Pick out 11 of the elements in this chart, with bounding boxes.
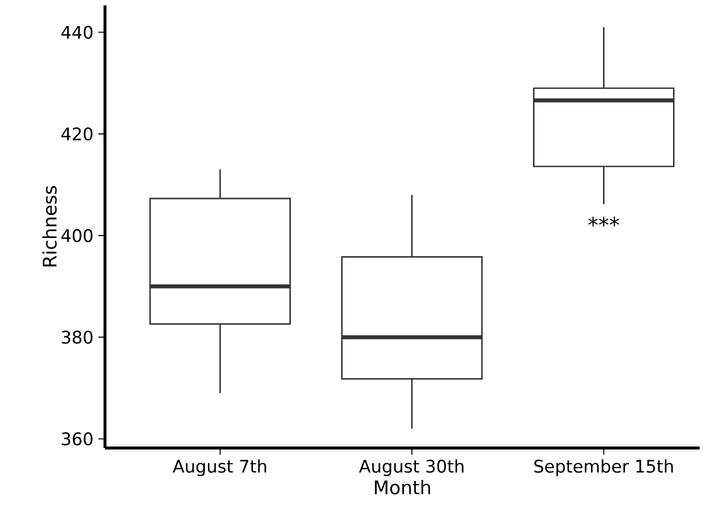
x-tick-label: August 30th <box>359 459 464 476</box>
annotation: *** <box>588 216 620 226</box>
y-tick-label: 360 <box>62 432 92 446</box>
y-axis-title: Richness <box>42 186 57 266</box>
y-tick-label: 420 <box>61 127 92 140</box>
x-tick-label: August 7th <box>172 459 266 476</box>
y-tick-label: 400 <box>61 229 92 242</box>
y-tick-label: 440 <box>61 26 92 39</box>
y-tick-label: 380 <box>62 330 92 344</box>
x-axis-title: Month <box>374 480 430 494</box>
x-tick-label: September 15th <box>534 459 673 476</box>
